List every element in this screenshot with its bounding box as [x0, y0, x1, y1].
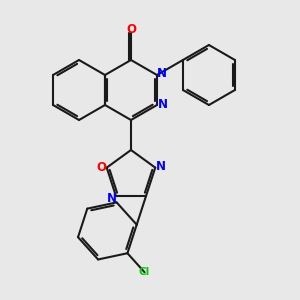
Text: O: O — [126, 23, 136, 36]
Text: N: N — [158, 98, 168, 112]
Text: N: N — [156, 160, 166, 172]
Text: N: N — [158, 67, 167, 80]
Text: Cl: Cl — [139, 267, 150, 277]
Text: O: O — [96, 161, 106, 174]
Text: N: N — [106, 192, 116, 205]
